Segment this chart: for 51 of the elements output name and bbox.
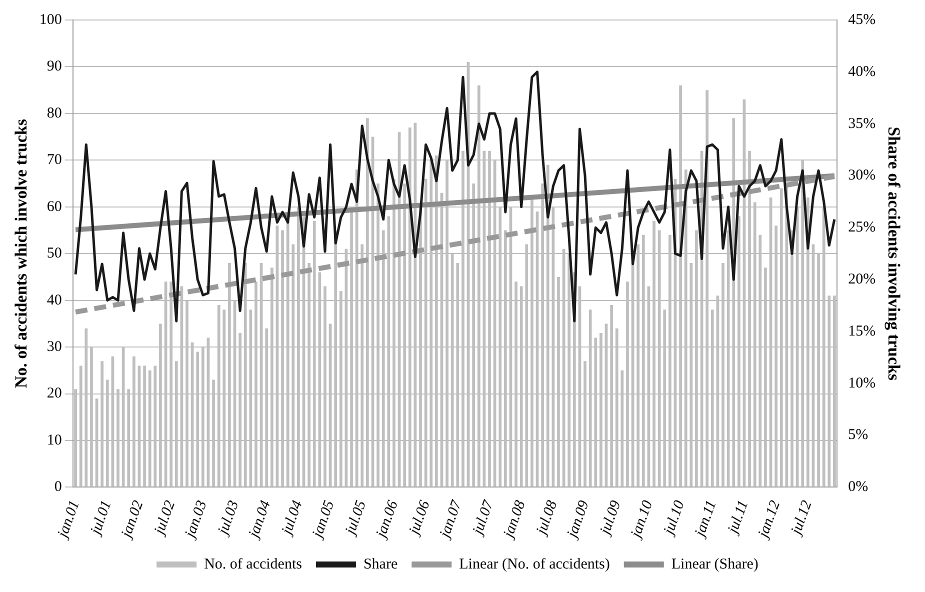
y-tick-label: 50 [46, 246, 62, 262]
x-tick-label: jul.04 [278, 498, 306, 538]
y-tick-label: 10 [46, 432, 62, 448]
y-tick-label: 70 [46, 152, 62, 168]
y-tick-label: 30 [46, 338, 62, 355]
x-tick-label: jan.08 [500, 498, 529, 542]
x-tick-label: jan.09 [564, 498, 593, 542]
y-tick-label: 40 [46, 292, 62, 308]
y-tick-label: 60 [46, 198, 62, 215]
x-tick-label: jan.12 [754, 498, 784, 542]
x-tick-label: jul.02 [151, 498, 179, 538]
x-tick-label: jul.06 [406, 498, 434, 538]
x-tick-label: jan.05 [309, 498, 338, 542]
x-tick-label: jul.08 [533, 498, 561, 538]
x-tick-label: jan.07 [436, 498, 466, 542]
x-tick-label: jul.03 [214, 498, 242, 538]
y2-tick-label: 15% [848, 323, 876, 340]
y2-tick-label: 10% [848, 375, 876, 392]
y2-axis-title: Share of accidents involving trucks [884, 126, 904, 381]
y-tick-label: 90 [46, 58, 62, 75]
y2-tick-label: 0% [848, 479, 868, 496]
y2-tick-label: 35% [848, 116, 876, 132]
legend-label: No. of accidents [204, 556, 302, 572]
legend-label: Linear (No. of accidents) [459, 556, 610, 572]
x-tick-label: jan.10 [627, 498, 656, 542]
x-tick-label: jan.11 [692, 498, 720, 540]
x-tick-label: jan.06 [372, 498, 402, 542]
x-tick-label: jul.12 [788, 498, 816, 538]
y2-tick-label: 25% [848, 220, 876, 236]
x-tick-label: jan.03 [182, 498, 210, 542]
x-tick-label: jul.05 [342, 498, 370, 538]
y-tick-label: 0 [54, 479, 62, 496]
legend-label: Linear (Share) [671, 556, 758, 572]
x-tick-label: jul.09 [596, 498, 624, 538]
y2-tick-label: 5% [848, 427, 868, 444]
x-tick-label: jul.10 [660, 498, 688, 538]
y-tick-label: 80 [46, 105, 62, 122]
x-tick-label: jul.01 [87, 498, 115, 538]
y2-tick-label: 45% [848, 12, 876, 28]
y-tick-label: 20 [46, 386, 62, 402]
x-tick-label: jul.07 [469, 498, 498, 538]
x-tick-label: jan.01 [54, 498, 84, 542]
y2-tick-label: 20% [848, 272, 876, 288]
x-tick-label: jan.02 [118, 498, 147, 542]
y2-tick-label: 40% [848, 64, 876, 80]
x-tick-label: jul.11 [724, 498, 752, 538]
y-axis-title: No. of accidents which involve trucks [12, 118, 31, 388]
x-tick-label: jan.04 [245, 498, 274, 542]
legend-label: Share [363, 556, 398, 572]
y2-tick-label: 30% [848, 168, 876, 184]
y-tick-label: 100 [39, 12, 62, 28]
